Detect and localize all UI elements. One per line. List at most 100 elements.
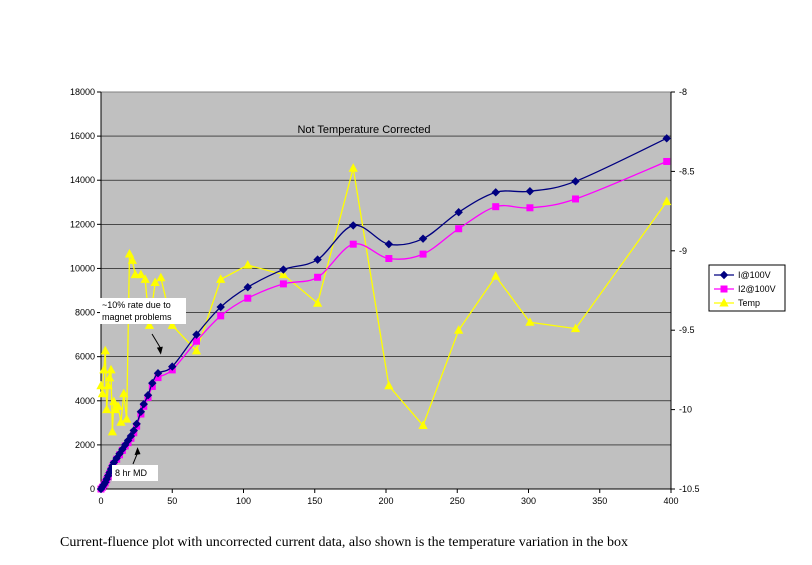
y-left-tick-label: 12000 xyxy=(70,219,95,229)
data-point xyxy=(279,280,287,288)
annotation-text: magnet problems xyxy=(102,312,172,322)
data-point xyxy=(572,195,580,203)
x-tick-label: 300 xyxy=(521,496,536,506)
data-point xyxy=(143,391,153,400)
x-tick-label: 0 xyxy=(98,496,103,506)
annotation-arrow xyxy=(151,333,162,349)
data-point xyxy=(129,426,138,435)
data-point xyxy=(122,414,132,423)
data-point xyxy=(491,188,500,197)
plot-area xyxy=(100,91,672,490)
data-point xyxy=(570,323,581,333)
data-point xyxy=(454,207,463,217)
data-point xyxy=(167,320,177,329)
data-point xyxy=(492,203,500,211)
data-point xyxy=(312,298,323,307)
y-left-tick-label: 10000 xyxy=(70,263,95,273)
data-point xyxy=(418,234,428,243)
data-point xyxy=(525,187,535,196)
data-point xyxy=(455,225,463,233)
data-point xyxy=(109,396,119,406)
y-right-tick-label: -9.5 xyxy=(679,325,695,335)
series-I@100V xyxy=(96,134,671,494)
data-point xyxy=(148,378,157,388)
y-right-tick-label: -8.5 xyxy=(679,166,695,176)
x-tick-label: 250 xyxy=(450,496,465,506)
annotation-text: ~10% rate due to xyxy=(102,300,171,310)
y-right-tick-label: -10.5 xyxy=(679,484,700,494)
y-right-tick-label: -8 xyxy=(679,87,687,97)
data-point xyxy=(113,401,123,410)
data-point xyxy=(349,240,357,248)
data-point xyxy=(140,274,150,283)
y-left-tick-label: 14000 xyxy=(70,175,95,185)
data-point xyxy=(314,273,322,281)
data-point xyxy=(103,380,113,390)
legend-label: Temp xyxy=(738,298,760,308)
data-point xyxy=(150,277,160,287)
data-point xyxy=(144,320,155,329)
data-point xyxy=(217,312,225,320)
data-point xyxy=(168,362,177,371)
series-layer xyxy=(96,134,672,494)
data-point xyxy=(97,388,108,398)
data-point xyxy=(100,345,110,355)
data-point xyxy=(119,388,129,398)
data-point xyxy=(278,269,289,279)
data-point xyxy=(491,271,501,280)
data-point xyxy=(126,431,136,441)
annotation-arrowhead xyxy=(156,346,163,355)
legend-marker xyxy=(719,297,729,307)
data-point xyxy=(102,404,112,414)
data-point xyxy=(191,345,202,355)
legend-marker xyxy=(720,285,728,293)
data-point xyxy=(104,372,115,382)
y-left-tick-label: 8000 xyxy=(75,308,95,318)
data-point xyxy=(385,255,393,263)
data-point xyxy=(127,255,137,264)
data-point xyxy=(526,204,534,212)
data-point xyxy=(130,269,140,279)
data-point xyxy=(348,163,358,172)
data-point xyxy=(99,364,109,374)
annotation-arrow xyxy=(132,452,138,465)
x-tick-label: 150 xyxy=(307,496,322,506)
data-point xyxy=(156,272,166,282)
x-tick-label: 350 xyxy=(592,496,607,506)
data-point xyxy=(384,380,394,390)
data-point xyxy=(136,407,146,417)
y-left-tick-label: 16000 xyxy=(70,131,95,141)
data-point xyxy=(662,134,671,143)
data-point xyxy=(663,157,671,165)
y-left-tick-label: 2000 xyxy=(75,440,95,450)
y-left-tick-label: 4000 xyxy=(75,396,95,406)
annotation-box xyxy=(112,465,158,481)
annotation-text: 8 hr MD xyxy=(115,468,148,478)
annotations: ~10% rate due to magnet problems 8 hr MD xyxy=(100,298,186,481)
data-point xyxy=(153,369,163,378)
x-tick-label: 400 xyxy=(663,496,678,506)
data-point xyxy=(106,364,116,374)
data-point xyxy=(525,317,535,326)
data-point xyxy=(139,399,148,409)
data-point xyxy=(216,274,226,283)
y-left-tick-label: 18000 xyxy=(70,87,95,97)
axes: 0200040006000800010000120001400016000180… xyxy=(70,87,700,506)
chart-title: Not Temperature Corrected xyxy=(297,124,430,136)
annotation-box xyxy=(100,298,186,324)
data-point xyxy=(313,255,322,264)
legend-marker xyxy=(719,270,729,280)
legend: I@100V I2@100V Temp xyxy=(708,264,786,312)
data-point xyxy=(419,250,427,258)
data-point xyxy=(243,260,253,269)
data-point xyxy=(132,419,141,429)
data-point xyxy=(124,248,135,258)
data-point xyxy=(571,177,580,186)
data-point xyxy=(192,337,200,345)
data-point xyxy=(418,420,428,429)
data-point xyxy=(279,265,288,274)
x-tick-label: 50 xyxy=(167,496,177,506)
data-point xyxy=(662,196,672,206)
data-point xyxy=(136,269,146,279)
